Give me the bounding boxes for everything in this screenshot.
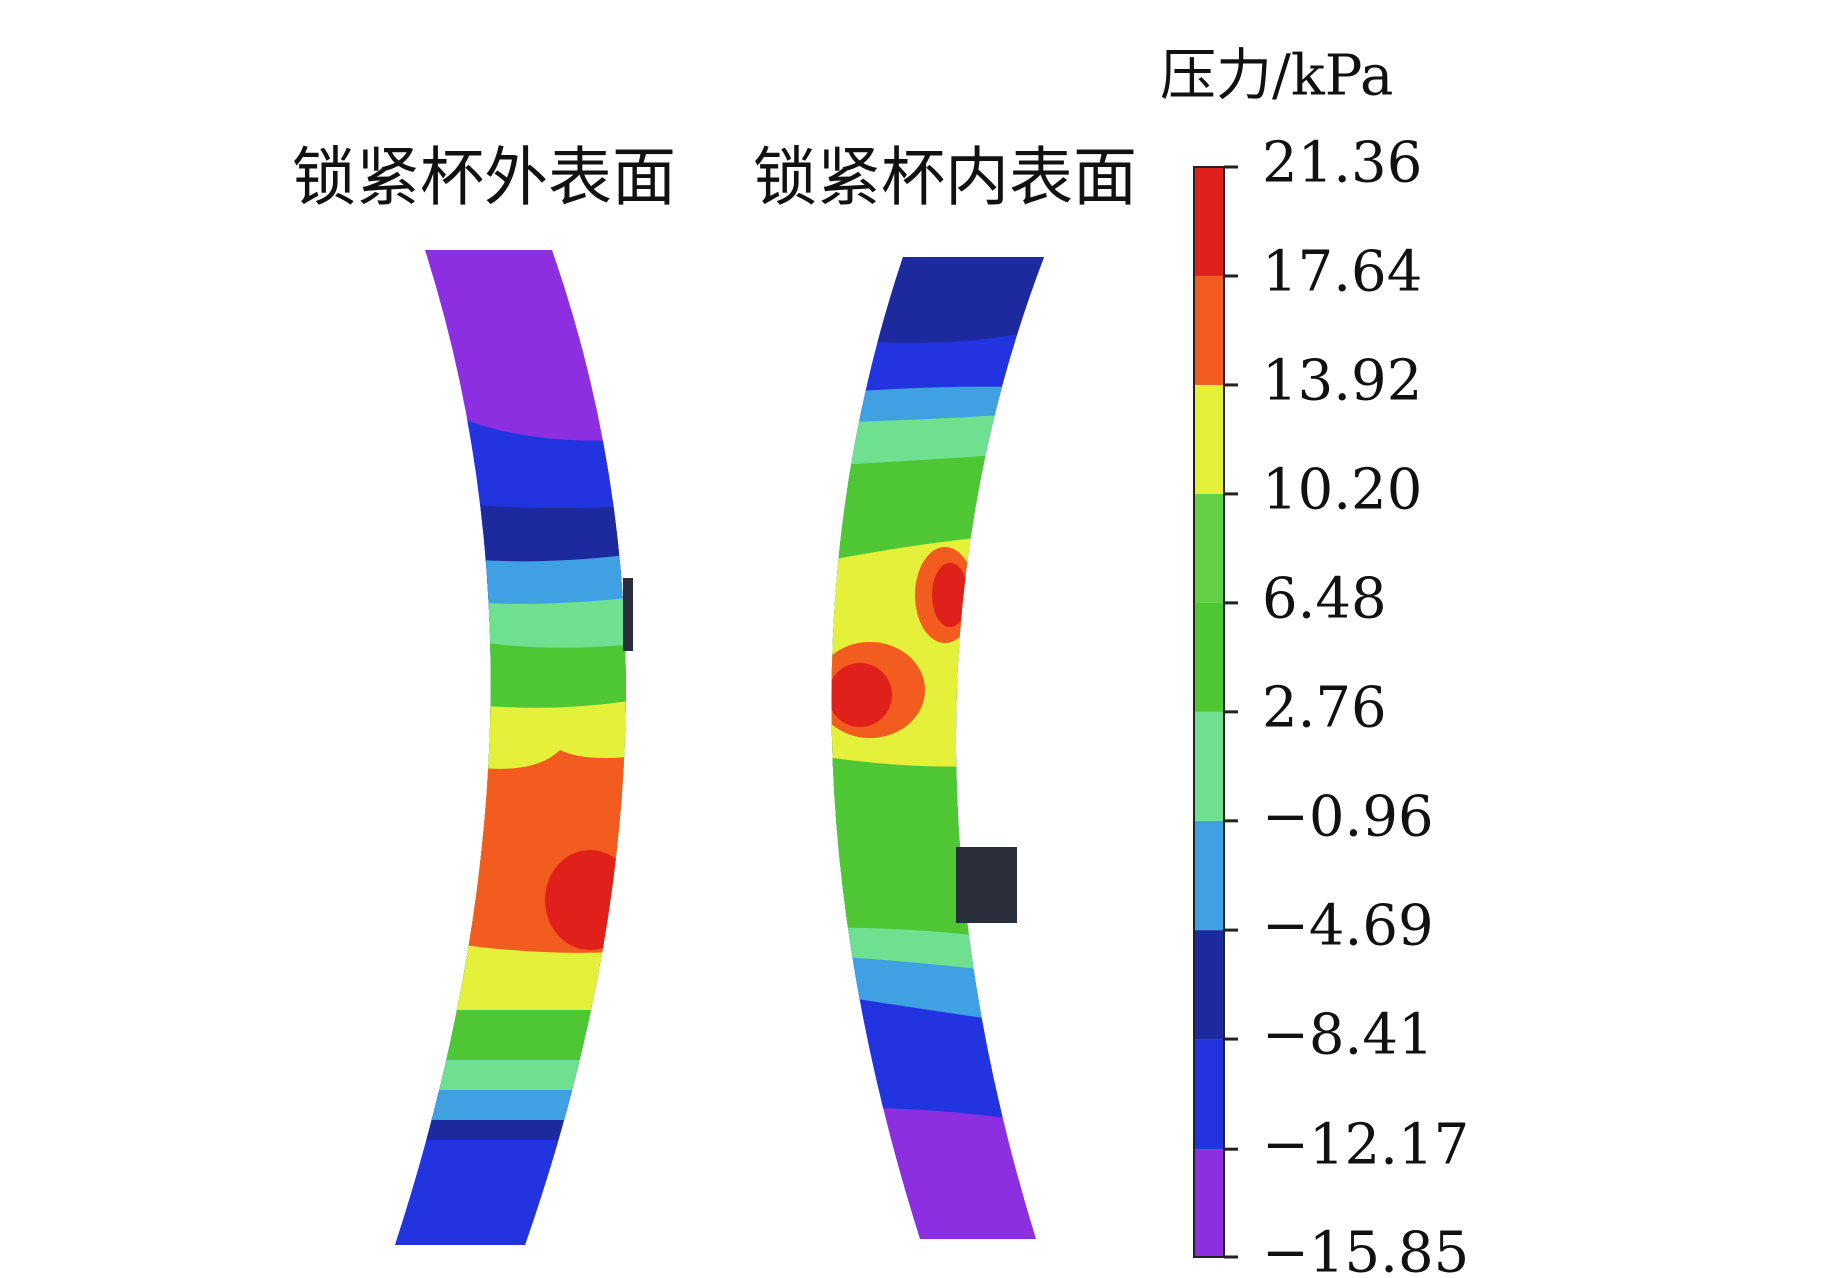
contour-region xyxy=(831,663,892,727)
contour-region xyxy=(831,530,1044,767)
colorbar-tick-label: 13.92 xyxy=(1262,348,1422,413)
colorbar: −15.85 −12.17 −8.41 −4.69 −0.96 2.76 6.48 10.20… xyxy=(1193,131,1469,1278)
fixture xyxy=(623,578,633,651)
colorbar-tick-label: −15.85 xyxy=(1262,1221,1469,1278)
colorbar-band xyxy=(1194,493,1224,603)
colorbar-band xyxy=(1194,930,1224,1040)
colorbar-title: 压力/kPa xyxy=(1160,44,1393,109)
colorbar-band xyxy=(1194,820,1224,931)
contour-region xyxy=(545,850,626,950)
colorbar-band xyxy=(1194,602,1224,712)
panel-title: 锁紧杯外表面 xyxy=(292,142,676,216)
colorbar-tick-label: −4.69 xyxy=(1262,894,1434,959)
contour-region xyxy=(831,257,1044,343)
colorbar-tick-label: 2.76 xyxy=(1262,675,1387,740)
colorbar-band xyxy=(1194,384,1224,494)
colorbar-tick-label: −0.96 xyxy=(1262,784,1434,849)
colorbar-band xyxy=(1194,711,1224,821)
colorbar-tick-label: 10.20 xyxy=(1262,457,1422,522)
colorbar-tick-label: −8.41 xyxy=(1262,1003,1434,1068)
colorbar-band xyxy=(1194,167,1224,276)
panel-title: 锁紧杯内表面 xyxy=(753,142,1137,216)
colorbar-tick-label: 17.64 xyxy=(1262,239,1422,304)
colorbar-tick-label: 6.48 xyxy=(1262,566,1387,631)
contour-region xyxy=(932,563,968,627)
colorbar-tick-label: 21.36 xyxy=(1262,131,1422,196)
colorbar-band xyxy=(1194,1039,1224,1150)
outer-surface-contour xyxy=(395,250,626,1245)
inner-surface-contour xyxy=(831,257,1044,1239)
fixture xyxy=(956,847,1017,923)
colorbar-band xyxy=(1194,275,1224,385)
colorbar-band xyxy=(1194,1149,1224,1257)
colorbar-tick-label: −12.17 xyxy=(1262,1113,1469,1178)
